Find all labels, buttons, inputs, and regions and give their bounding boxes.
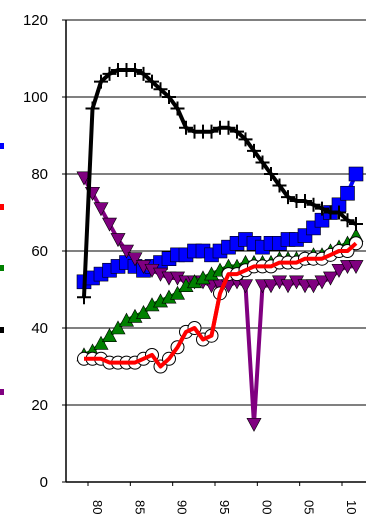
data-point xyxy=(332,205,346,220)
data-point xyxy=(110,233,126,248)
legend-key-swatch xyxy=(0,327,4,333)
series-layer xyxy=(76,63,364,432)
data-point xyxy=(264,167,278,181)
data-point xyxy=(162,90,176,104)
data-point xyxy=(230,124,244,139)
data-point xyxy=(305,279,322,294)
y-tick-label: 80 xyxy=(31,166,48,183)
x-tick-label: 95 xyxy=(217,500,232,514)
data-point xyxy=(348,166,364,182)
y-tick-label: 40 xyxy=(31,320,48,337)
y-tick-label: 20 xyxy=(31,397,48,414)
data-point xyxy=(179,120,193,135)
data-point xyxy=(315,201,329,216)
legend-key-swatch xyxy=(0,389,4,395)
data-point xyxy=(94,74,108,89)
data-point xyxy=(280,279,296,294)
legend-keys xyxy=(0,143,4,395)
data-point xyxy=(127,252,143,267)
legend-key-swatch xyxy=(0,143,4,149)
data-point xyxy=(281,190,295,205)
x-tick-labels: 80 85 90 95 00 05 10 xyxy=(87,482,359,514)
data-point xyxy=(153,82,168,97)
data-point xyxy=(349,217,363,232)
x-tick-label: 80 xyxy=(90,500,105,514)
data-point xyxy=(306,197,321,212)
data-point xyxy=(170,101,185,116)
data-point xyxy=(263,279,279,294)
data-point xyxy=(102,66,117,81)
data-point xyxy=(348,260,364,275)
data-point xyxy=(221,120,236,135)
x-tick-label: 00 xyxy=(259,500,274,514)
y-tick-label: 0 xyxy=(40,474,48,491)
data-point xyxy=(169,285,186,300)
legend-key-swatch xyxy=(0,204,4,210)
series-line-overlay xyxy=(84,241,358,369)
data-point xyxy=(238,132,253,147)
data-point xyxy=(314,275,330,290)
data-point xyxy=(136,66,151,81)
data-point xyxy=(135,304,152,319)
data-point xyxy=(101,328,118,343)
data-point xyxy=(128,63,142,78)
data-point xyxy=(110,320,126,335)
data-point xyxy=(93,202,109,217)
data-point xyxy=(77,290,91,305)
y-tick-label: 60 xyxy=(31,243,48,260)
data-point xyxy=(246,417,262,432)
y-tick-labels: 0 20 40 60 80 100 120 xyxy=(23,12,66,491)
data-point xyxy=(331,263,347,278)
series-4 xyxy=(77,63,363,305)
series-1 xyxy=(76,166,364,290)
data-point xyxy=(85,101,100,116)
data-point xyxy=(237,279,254,294)
data-point xyxy=(93,335,109,350)
data-point xyxy=(340,185,355,201)
data-point xyxy=(340,213,355,228)
data-point xyxy=(145,74,159,89)
legend-key-swatch xyxy=(0,265,4,271)
x-tick-label: 05 xyxy=(302,500,317,514)
data-point xyxy=(247,143,261,158)
x-tick-label: 10 xyxy=(344,500,359,514)
y-tick-label: 100 xyxy=(23,89,48,106)
series-2 xyxy=(77,236,363,374)
x-tick-label: 90 xyxy=(175,500,190,514)
data-point xyxy=(298,193,312,208)
x-tick-label: 85 xyxy=(132,500,147,514)
data-point xyxy=(118,244,135,259)
data-point xyxy=(101,217,118,232)
data-point xyxy=(204,124,219,139)
data-point xyxy=(255,155,270,170)
data-point xyxy=(322,271,339,286)
y-tick-label: 120 xyxy=(23,12,48,29)
data-point xyxy=(272,178,287,193)
